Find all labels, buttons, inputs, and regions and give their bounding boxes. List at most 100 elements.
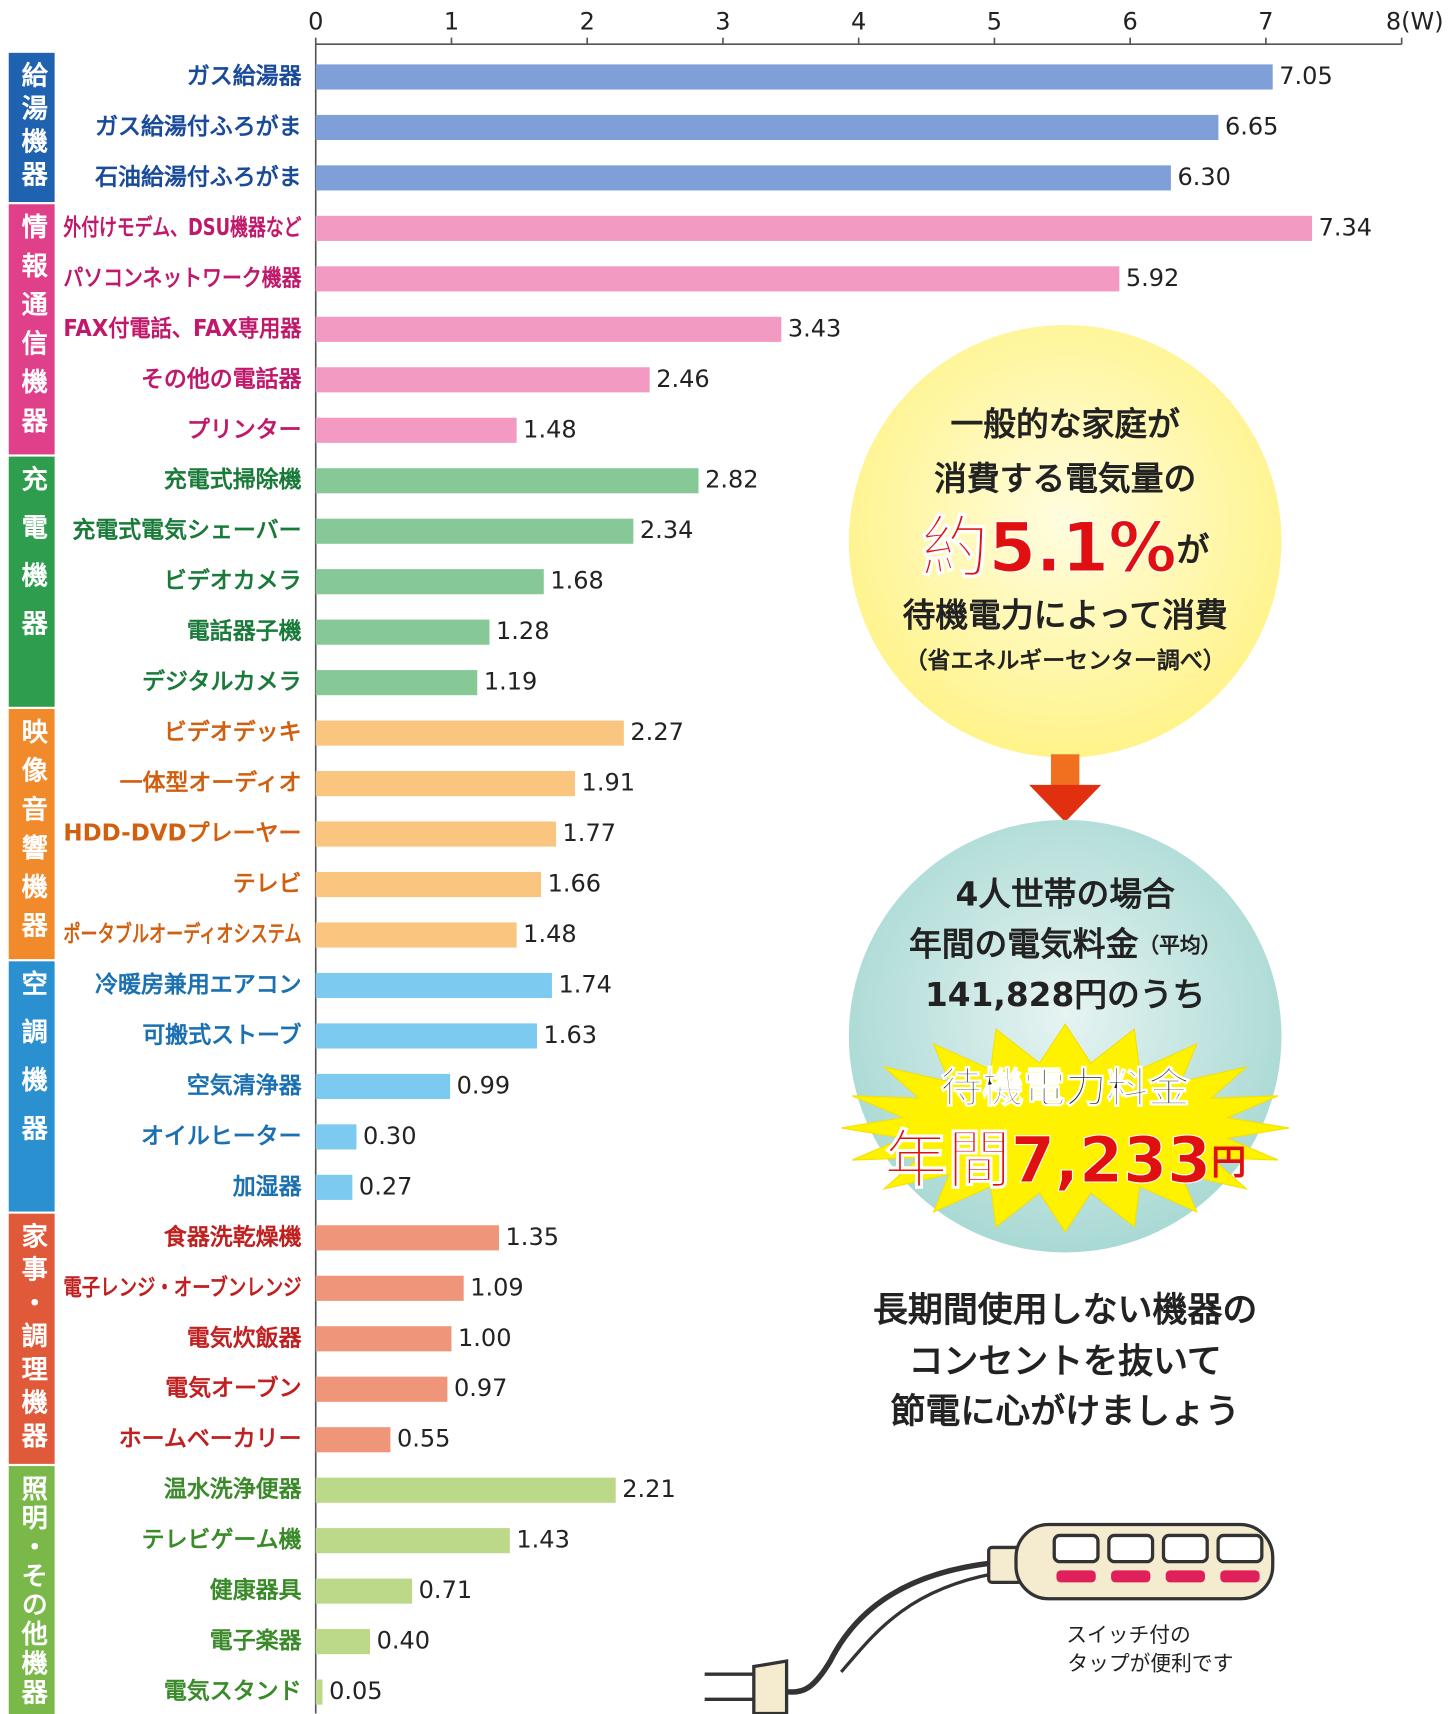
message-line: 節電に心がけましょう	[890, 1392, 1239, 1432]
x-tick-label: 6	[1123, 7, 1138, 35]
category-label: 一体型オーディオ	[120, 769, 302, 796]
bar	[315, 1376, 448, 1402]
value-label: 6.65	[1225, 112, 1278, 140]
callout-highlight: 年間7,233円	[884, 1123, 1246, 1197]
value-label: 7.05	[1279, 62, 1332, 90]
category-label: HDD-DVDプレーヤー	[63, 821, 301, 847]
category-label: 電気炊飯器	[187, 1324, 303, 1351]
callout-circle	[848, 324, 1282, 758]
group-label: 充電機器	[17, 464, 49, 657]
value-label: 1.91	[582, 769, 635, 797]
category-label: 加湿器	[233, 1174, 303, 1200]
callout-text: 待機電力によって消費	[903, 597, 1228, 635]
bar	[315, 922, 517, 948]
x-tick-label: 4	[851, 7, 866, 35]
value-label: 1.09	[470, 1273, 523, 1301]
category-label: テレビ	[233, 871, 302, 897]
value-label: 7.34	[1319, 213, 1372, 241]
value-label: 1.00	[458, 1324, 511, 1352]
group-strip	[8, 1466, 55, 1714]
value-label: 2.27	[630, 718, 683, 746]
bar	[315, 569, 544, 595]
x-tick-label: 8(W)	[1386, 7, 1444, 35]
value-label: 1.48	[523, 920, 576, 948]
x-tick-label: 2	[580, 7, 595, 35]
category-label: パソコンネットワーク機器	[63, 265, 302, 291]
value-label: 1.28	[496, 617, 549, 645]
message: 長期間使用しない機器の コンセントを抜いて 節電に心がけましょう	[873, 1290, 1257, 1432]
bar	[315, 1679, 323, 1705]
value-label: 0.55	[397, 1425, 450, 1453]
highlight-value: 約5.1%	[921, 508, 1177, 587]
callout-text: 年間の電気料金（平均）	[909, 926, 1221, 964]
bar	[315, 619, 490, 645]
bar	[315, 518, 634, 544]
socket	[1216, 1533, 1264, 1564]
value-label: 5.92	[1126, 264, 1179, 292]
bar	[315, 64, 1273, 90]
value-label: 3.43	[788, 314, 841, 342]
bar	[315, 316, 782, 342]
bar	[315, 821, 556, 847]
category-label: 石油給湯付ふろがま	[94, 163, 301, 190]
group-strip	[8, 204, 55, 455]
bar	[315, 367, 650, 393]
category-label: 健康器具	[210, 1577, 302, 1604]
bar	[315, 1225, 499, 1251]
category-label: ポータブルオーディオシステム	[63, 921, 301, 948]
callout-source: （省エネルギーセンター調べ）	[905, 647, 1226, 674]
bar	[315, 266, 1120, 292]
value-label: 1.19	[484, 668, 537, 696]
value-label: 6.30	[1177, 163, 1230, 191]
callout-part: （平均）	[1138, 934, 1221, 958]
category-label: ガス給湯器	[187, 62, 303, 89]
bar	[315, 114, 1219, 141]
callout-teal: 4人世帯の場合 年間の電気料金（平均） 141,828円のうち 待機電力料金 年…	[841, 819, 1290, 1253]
group-strip	[8, 52, 55, 203]
category-label: テレビゲーム機	[142, 1527, 302, 1553]
callout-heading: 待機電力料金	[941, 1063, 1191, 1112]
bar	[315, 1578, 413, 1604]
value-label: 2.82	[705, 466, 758, 494]
caption: タップが便利です	[1067, 1651, 1233, 1675]
callout-yellow: 一般的な家庭が 消費する電気量の 約5.1%が 待機電力によって消費 （省エネル…	[848, 324, 1282, 758]
category-label: ホームベーカリー	[119, 1426, 302, 1452]
group-label: 空調機器	[17, 969, 49, 1162]
category-label: ビデオデッキ	[164, 719, 302, 746]
bar	[315, 670, 478, 696]
value-label: 0.27	[359, 1172, 412, 1200]
category-label: プリンター	[187, 417, 302, 443]
category-label: ガス給湯付ふろがま	[95, 113, 301, 140]
value-label: 1.48	[523, 415, 576, 443]
category-label: 食器洗乾燥機	[164, 1223, 302, 1250]
caption: スイッチ付の	[1066, 1623, 1191, 1647]
socket	[1161, 1533, 1209, 1564]
bar	[315, 1023, 537, 1049]
x-tick-label: 7	[1258, 7, 1273, 35]
switch	[1111, 1570, 1151, 1583]
x-tick-label: 1	[444, 7, 459, 35]
switch	[1165, 1570, 1206, 1583]
category-label: 電気スタンド	[164, 1678, 302, 1705]
category-label: 電気オーブン	[165, 1375, 301, 1402]
value-label: 0.97	[454, 1374, 507, 1402]
value-label: 2.46	[656, 365, 709, 393]
bar	[315, 1477, 616, 1503]
callout-part: 年間の電気料金	[909, 926, 1139, 964]
category-label: 温水洗浄便器	[164, 1476, 303, 1503]
category-label: 空気清浄器	[187, 1072, 303, 1099]
bar	[315, 1528, 510, 1554]
bar	[315, 1124, 357, 1150]
bar	[315, 1326, 452, 1352]
group-strip	[8, 961, 55, 1212]
bar	[315, 1629, 371, 1655]
category-label: ビデオカメラ	[164, 567, 302, 594]
callout-text: 4人世帯の場合	[955, 875, 1175, 913]
group-strip	[8, 1213, 55, 1464]
bar	[315, 1427, 391, 1453]
power-strip	[704, 1522, 1275, 1714]
value-label: 1.68	[550, 567, 603, 595]
category-label: 電子レンジ・オーブンレンジ	[63, 1274, 301, 1301]
category-label: 冷暖房兼用エアコン	[95, 971, 301, 998]
